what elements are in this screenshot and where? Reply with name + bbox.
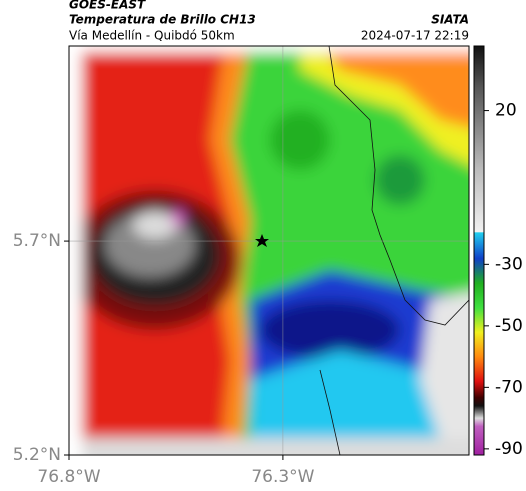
map [69,46,469,455]
satellite: GOES-EAST [69,0,146,12]
datetime: 2024-07-17 22:19 [361,29,469,43]
location-marker [255,234,269,247]
lon-tick-label: 76.3°W [251,467,314,487]
colorbar [473,45,485,456]
map-frame [68,45,470,456]
title: Temperatura de Brillo CH13 [69,13,256,27]
colorbar-tick-label: 20 [495,101,517,121]
subtitle: Vía Medellín - Quibdó 50km [69,29,235,43]
lat-tick-label: 5.2°N [13,445,61,465]
colorbar-tick-label: -50 [495,316,523,336]
border [328,46,469,326]
colorbar-tick-label: -70 [495,377,523,397]
colorbar-tick-label: -90 [495,439,523,459]
border [319,369,341,455]
lon-tick-label: 76.8°W [37,467,100,487]
source: SIATA [431,13,469,27]
colorbar-tick-label: -30 [495,254,523,274]
lat-tick-label: 5.7°N [13,231,61,251]
temperature-field [69,46,469,455]
